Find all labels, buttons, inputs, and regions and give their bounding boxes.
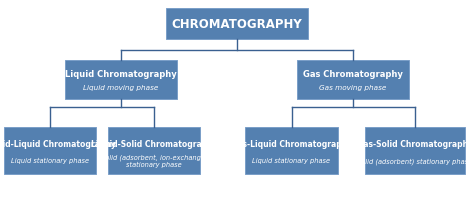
Text: Liquid-Liquid Chromatography: Liquid-Liquid Chromatography [0,139,116,148]
Text: Solid (adsorbent) stationary phase: Solid (adsorbent) stationary phase [357,157,473,164]
FancyBboxPatch shape [65,60,176,100]
Text: Liquid-Solid Chromatography: Liquid-Solid Chromatography [91,139,218,148]
Text: Liquid stationary phase: Liquid stationary phase [253,157,330,163]
Text: Gas moving phase: Gas moving phase [319,85,387,91]
FancyBboxPatch shape [166,8,308,40]
Text: Liquid stationary phase: Liquid stationary phase [11,157,89,163]
Text: Liquid Chromatography: Liquid Chromatography [65,70,177,79]
Text: Liquid moving phase: Liquid moving phase [83,85,159,91]
FancyBboxPatch shape [108,128,200,174]
Text: Gas-Solid Chromatography: Gas-Solid Chromatography [357,139,473,148]
Text: CHROMATOGRAPHY: CHROMATOGRAPHY [172,18,302,30]
Text: Gas-Liquid Chromatography: Gas-Liquid Chromatography [231,139,352,148]
Text: Gas Chromatography: Gas Chromatography [303,70,403,79]
FancyBboxPatch shape [3,128,96,174]
FancyBboxPatch shape [298,60,409,100]
FancyBboxPatch shape [246,128,337,174]
FancyBboxPatch shape [365,128,465,174]
Text: Solid (adsorbent, ion-exchange)
stationary phase: Solid (adsorbent, ion-exchange) stationa… [101,154,207,167]
